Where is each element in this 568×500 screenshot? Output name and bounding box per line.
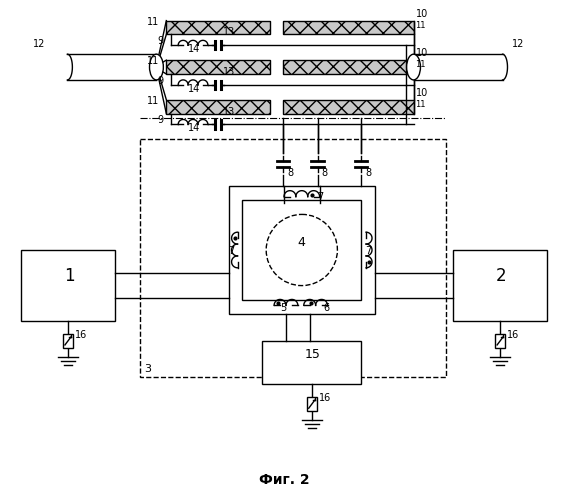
Bar <box>453 250 547 321</box>
Text: 2: 2 <box>496 266 507 284</box>
Text: 3: 3 <box>145 364 152 374</box>
Text: 12: 12 <box>512 40 525 50</box>
Bar <box>283 100 414 114</box>
Text: 16: 16 <box>319 394 331 404</box>
Bar <box>166 20 270 34</box>
Bar <box>283 20 414 34</box>
Text: 11: 11 <box>147 96 159 106</box>
Bar <box>140 139 446 376</box>
Text: 9: 9 <box>157 76 164 86</box>
Ellipse shape <box>149 54 164 80</box>
Bar <box>166 100 270 114</box>
Text: 10: 10 <box>416 88 428 98</box>
Text: 7: 7 <box>229 246 235 256</box>
Ellipse shape <box>407 54 420 80</box>
Text: 14: 14 <box>188 84 201 94</box>
Text: 10: 10 <box>416 8 428 18</box>
Text: 11: 11 <box>416 100 426 108</box>
Bar <box>63 334 73 348</box>
Bar <box>283 20 414 34</box>
Text: 13: 13 <box>223 67 235 77</box>
Bar <box>283 100 414 114</box>
Text: 5: 5 <box>280 304 286 314</box>
Text: 13: 13 <box>223 106 235 117</box>
Text: 16: 16 <box>75 330 87 340</box>
Bar <box>166 20 270 34</box>
Bar <box>243 200 361 300</box>
Text: 10: 10 <box>416 48 428 58</box>
Text: 4: 4 <box>298 236 306 249</box>
Text: 12: 12 <box>33 40 45 50</box>
Bar <box>495 334 505 348</box>
Text: 11: 11 <box>147 16 159 26</box>
Text: 8: 8 <box>321 168 328 178</box>
Text: 9: 9 <box>157 36 164 46</box>
Text: 11: 11 <box>416 60 426 69</box>
Text: 9: 9 <box>157 116 164 126</box>
Text: 6: 6 <box>324 304 329 314</box>
Bar <box>166 100 270 114</box>
Text: 16: 16 <box>507 330 519 340</box>
Bar <box>166 60 270 74</box>
Text: 14: 14 <box>188 44 201 54</box>
Text: 1: 1 <box>64 266 74 284</box>
Bar <box>283 60 414 74</box>
Text: 15: 15 <box>305 348 321 361</box>
Text: 11: 11 <box>147 56 159 66</box>
Bar <box>262 341 361 384</box>
Text: Фиг. 2: Фиг. 2 <box>258 474 310 488</box>
Text: 11: 11 <box>416 20 426 30</box>
Text: 7: 7 <box>318 192 324 202</box>
Bar <box>21 250 115 321</box>
Bar <box>283 60 414 74</box>
Bar <box>166 60 270 74</box>
Bar <box>307 398 316 411</box>
Text: 14: 14 <box>188 124 201 134</box>
Bar <box>229 186 375 314</box>
Text: 7: 7 <box>365 246 371 256</box>
Text: 8: 8 <box>365 168 371 178</box>
Text: 13: 13 <box>223 28 235 38</box>
Text: 8: 8 <box>287 168 293 178</box>
